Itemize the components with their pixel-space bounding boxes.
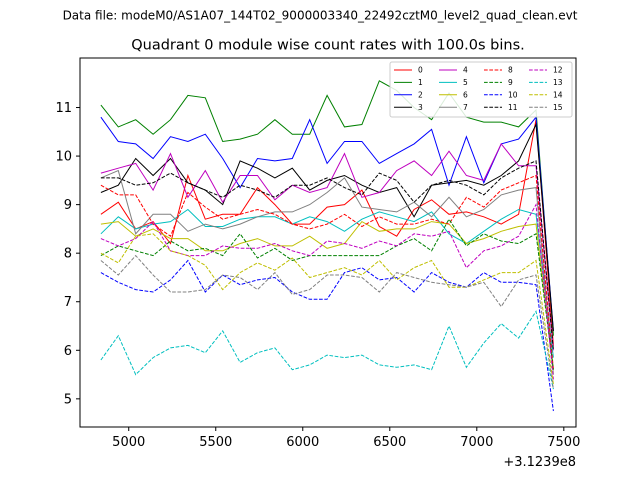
series-line-2: [100, 115, 554, 331]
legend-label-3: 3: [418, 103, 423, 112]
y-tick-label: 10: [55, 150, 72, 165]
x-tick-label: 5000: [112, 435, 145, 450]
axis-ticks: 5000 5500 6000 6500 7000 7500 5 6 7 8 9 10 11: [55, 101, 580, 450]
legend-label-1: 1: [418, 78, 423, 87]
series-line-8: [100, 174, 554, 370]
x-tick-label: 5500: [199, 435, 232, 450]
legend-label-2: 2: [418, 91, 423, 100]
chart-title: Quadrant 0 module wise count rates with …: [131, 38, 525, 54]
series-line-4: [100, 142, 554, 351]
legend-label-13: 13: [553, 78, 563, 87]
axes-frame: [79, 57, 577, 428]
x-tick-label: 6000: [286, 435, 319, 450]
series-line-6: [100, 220, 554, 370]
legend-box: [389, 61, 573, 118]
y-tick-label: 8: [64, 247, 72, 262]
legend-label-15: 15: [553, 103, 563, 112]
series-line-13: [100, 310, 554, 390]
series-line-5: [100, 208, 554, 358]
series-line-11: [100, 160, 554, 351]
legend-label-6: 6: [463, 91, 468, 100]
legend-label-11: 11: [508, 103, 518, 112]
series-line-12: [100, 202, 554, 380]
series-line-14: [100, 233, 554, 385]
legend-label-14: 14: [553, 91, 563, 100]
y-tick-label: 6: [64, 344, 72, 359]
series-line-7: [100, 169, 554, 375]
legend-label-5: 5: [463, 78, 468, 87]
y-tick-label: 5: [64, 392, 72, 407]
y-tick-label: 11: [55, 101, 72, 116]
series-line-0: [100, 119, 554, 346]
series-line-9: [100, 218, 554, 370]
series-line-15: [100, 254, 554, 390]
y-tick-label: 9: [64, 198, 72, 213]
plot-area: [100, 80, 554, 412]
legend-label-9: 9: [508, 78, 513, 87]
legend-label-12: 12: [553, 66, 563, 75]
y-tick-label: 7: [64, 295, 72, 310]
series-line-1: [100, 80, 554, 336]
x-tick-label: 7500: [547, 435, 580, 450]
chart-suptitle: Data file: modeM0/AS1A07_144T02_90000033…: [63, 9, 578, 23]
legend-label-4: 4: [463, 66, 468, 75]
series-line-10: [100, 259, 554, 412]
legend-label-0: 0: [418, 66, 423, 75]
legend-label-7: 7: [463, 103, 468, 112]
x-tick-label: 7000: [460, 435, 493, 450]
x-tick-label: 6500: [373, 435, 406, 450]
series-line-3: [100, 122, 554, 331]
x-offset-label: +3.1239e8: [503, 455, 576, 470]
legend-label-8: 8: [508, 66, 513, 75]
legend-label-10: 10: [508, 91, 518, 100]
